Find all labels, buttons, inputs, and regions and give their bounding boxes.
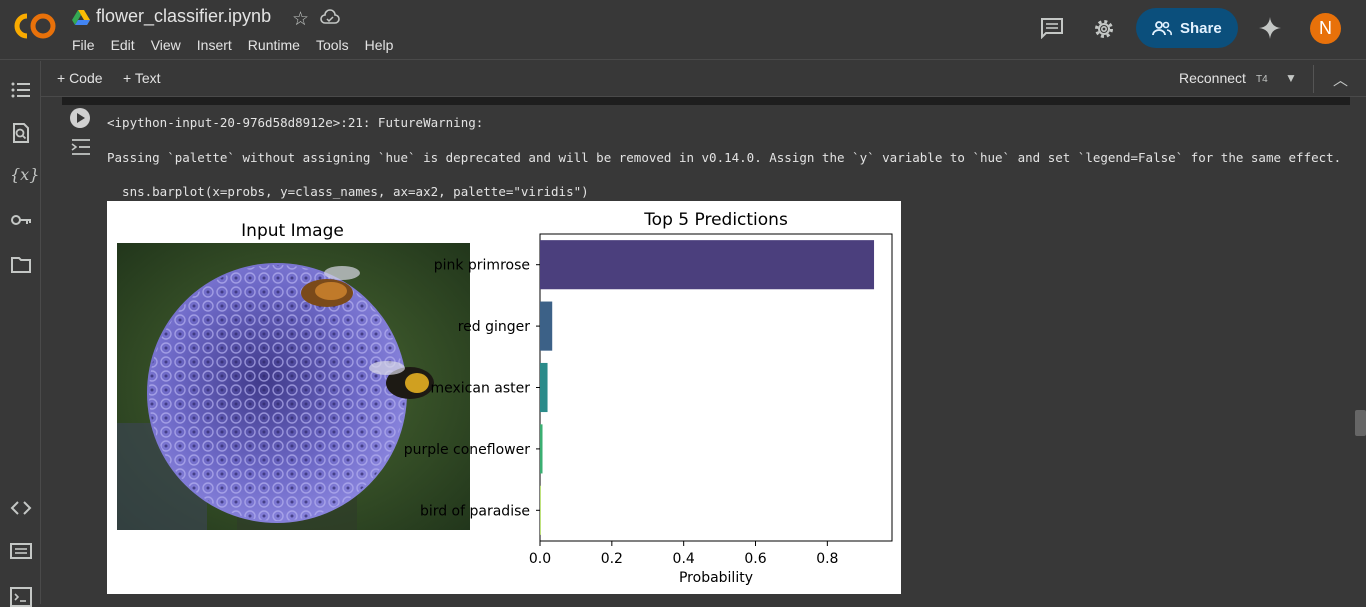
menu-help[interactable]: Help xyxy=(364,37,394,53)
x-axis-label: Probability xyxy=(679,570,753,586)
bar-pink-primrose xyxy=(540,240,875,290)
menu-runtime[interactable]: Runtime xyxy=(247,37,300,53)
app-header: flower_classifier.ipynb ☆ File Edit View… xyxy=(0,0,1366,60)
bar-group xyxy=(540,240,875,535)
avatar[interactable]: N xyxy=(1310,13,1341,44)
x-axis-ticks: 0.0 0.2 0.4 0.6 0.8 xyxy=(529,541,838,567)
cloud-saved-icon[interactable] xyxy=(320,9,340,27)
star-icon[interactable]: ☆ xyxy=(292,9,310,30)
comment-icon[interactable] xyxy=(1040,17,1064,39)
code-cell[interactable]: <ipython-input-20-976d58d8912e>:21: Futu… xyxy=(62,97,1350,604)
key-icon[interactable] xyxy=(10,209,32,231)
code-snippets-icon[interactable] xyxy=(10,497,32,519)
bar-red-ginger xyxy=(540,301,553,351)
google-drive-icon[interactable] xyxy=(72,10,90,26)
reconnect-button[interactable]: Reconnect xyxy=(1179,70,1246,86)
category-labels: pink primrose red ginger mexican aster purp… xyxy=(404,258,540,519)
chart-title: Top 5 Predictions xyxy=(643,210,788,230)
output-options-icon[interactable] xyxy=(71,137,91,155)
menu-file[interactable]: File xyxy=(72,37,95,53)
add-text-button[interactable]: + Text xyxy=(123,70,161,86)
bar-purple-coneflower xyxy=(540,424,543,474)
gear-icon[interactable] xyxy=(1092,17,1116,41)
category-label: bird of paradise xyxy=(420,503,530,519)
x-tick-label: 0.2 xyxy=(601,551,623,567)
share-label: Share xyxy=(1180,19,1222,37)
command-palette-icon[interactable] xyxy=(10,540,32,562)
x-tick-label: 0.6 xyxy=(744,551,766,567)
bar-bird-of-paradise xyxy=(540,485,541,535)
x-tick-label: 0.0 xyxy=(529,551,551,567)
predictions-chart: Top 5 Predictions pink primrose red ginge… xyxy=(404,210,893,586)
notebook-toolbar: + Code + Text Reconnect T4 ▼ ︿ xyxy=(41,61,1366,97)
scrollbar-thumb[interactable] xyxy=(1355,410,1366,436)
x-tick-label: 0.4 xyxy=(673,551,695,567)
menu-insert[interactable]: Insert xyxy=(196,37,232,53)
left-sidebar: {x} xyxy=(0,61,41,607)
share-button[interactable]: Share xyxy=(1136,8,1238,48)
output-warning-line: <ipython-input-20-976d58d8912e>:21: Futu… xyxy=(107,115,484,130)
category-label: pink primrose xyxy=(434,258,530,274)
input-flower-image xyxy=(117,243,470,530)
output-warning-text: Passing `palette` without assigning `hue… xyxy=(107,150,1342,165)
image-title: Input Image xyxy=(241,221,344,241)
menu-view[interactable]: View xyxy=(150,37,181,53)
runtime-type-label: T4 xyxy=(1256,74,1268,85)
variables-icon[interactable]: {x} xyxy=(10,165,40,184)
gemini-sparkle-icon[interactable] xyxy=(1259,17,1281,39)
cell-top-border xyxy=(62,97,1350,105)
table-of-contents-icon[interactable] xyxy=(10,79,32,101)
add-code-button[interactable]: + Code xyxy=(57,70,103,86)
menu-tools[interactable]: Tools xyxy=(315,37,349,53)
find-replace-icon[interactable] xyxy=(10,122,32,144)
output-code-line: sns.barplot(x=probs, y=class_names, ax=a… xyxy=(107,184,589,199)
colab-logo-icon[interactable] xyxy=(13,12,57,40)
output-figure: Input Image Top 5 xyxy=(107,201,901,594)
folder-icon[interactable] xyxy=(10,254,32,276)
category-label: red ginger xyxy=(458,319,531,335)
category-label: purple coneflower xyxy=(404,442,531,458)
bar-mexican-aster xyxy=(540,362,548,413)
x-tick-label: 0.8 xyxy=(816,551,838,567)
run-cell-button[interactable] xyxy=(70,108,90,128)
menu-edit[interactable]: Edit xyxy=(110,37,135,53)
menu-bar: File Edit View Insert Runtime Tools Help xyxy=(72,37,409,53)
chevron-up-icon[interactable]: ︿ xyxy=(1333,72,1349,89)
toolbar-divider xyxy=(1313,65,1314,93)
people-icon xyxy=(1152,21,1172,36)
notebook-title[interactable]: flower_classifier.ipynb xyxy=(96,6,272,26)
category-label: mexican aster xyxy=(430,381,530,397)
chevron-down-icon[interactable]: ▼ xyxy=(1285,71,1297,85)
